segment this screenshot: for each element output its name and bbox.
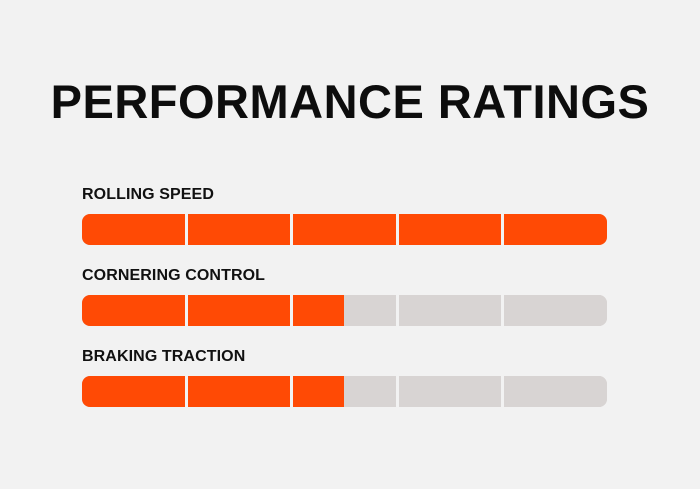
rating-segment-fill [187, 376, 291, 407]
rating-segment [82, 295, 185, 326]
rating-segment-fill [398, 214, 502, 245]
page-title: PERFORMANCE RATINGS [50, 75, 650, 128]
rating-segment [395, 376, 502, 407]
rating-cornering-control: CORNERING CONTROL [82, 264, 607, 345]
rating-segment-fill [187, 214, 291, 245]
rating-segment-fill [504, 214, 607, 245]
rating-segment-fill [187, 295, 291, 326]
rating-label: BRAKING TRACTION [82, 348, 246, 365]
rating-segment-fill [82, 214, 185, 245]
rating-segment-fill [293, 376, 345, 407]
rating-segment-fill [293, 214, 396, 245]
rating-segment [501, 214, 607, 245]
rating-segment [184, 295, 291, 326]
ratings-list: ROLLING SPEED CORNERING CONTROL BRAKING … [82, 183, 607, 426]
rating-segment [184, 214, 291, 245]
rating-segment [395, 295, 502, 326]
rating-label: ROLLING SPEED [82, 186, 214, 203]
rating-segment [501, 295, 607, 326]
rating-segment [82, 376, 185, 407]
rating-segment-fill [82, 376, 185, 407]
rating-segment [290, 295, 396, 326]
rating-segment [395, 214, 502, 245]
rating-bar [82, 214, 607, 245]
rating-segment [290, 214, 396, 245]
rating-bar [82, 376, 607, 407]
rating-bar [82, 295, 607, 326]
rating-label: CORNERING CONTROL [82, 267, 266, 284]
rating-segment [82, 214, 185, 245]
rating-segment [501, 376, 607, 407]
rating-segment [184, 376, 291, 407]
rating-segment-fill [293, 295, 345, 326]
rating-rolling-speed: ROLLING SPEED [82, 183, 607, 264]
rating-braking-traction: BRAKING TRACTION [82, 345, 607, 426]
rating-segment [290, 376, 396, 407]
rating-segment-fill [82, 295, 185, 326]
